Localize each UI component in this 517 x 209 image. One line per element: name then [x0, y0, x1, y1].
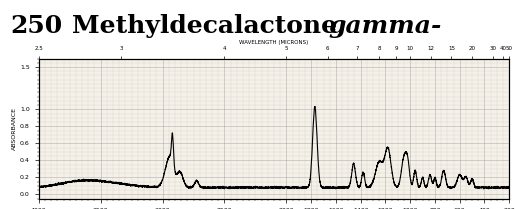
Text: Methyldecalactone,: Methyldecalactone,	[72, 14, 355, 38]
X-axis label: WAVELENGTH (MICRONS): WAVELENGTH (MICRONS)	[239, 41, 309, 46]
Y-axis label: ABSORBANCE: ABSORBANCE	[12, 107, 17, 150]
Text: 250: 250	[10, 14, 63, 38]
Text: gamma-: gamma-	[328, 14, 442, 38]
